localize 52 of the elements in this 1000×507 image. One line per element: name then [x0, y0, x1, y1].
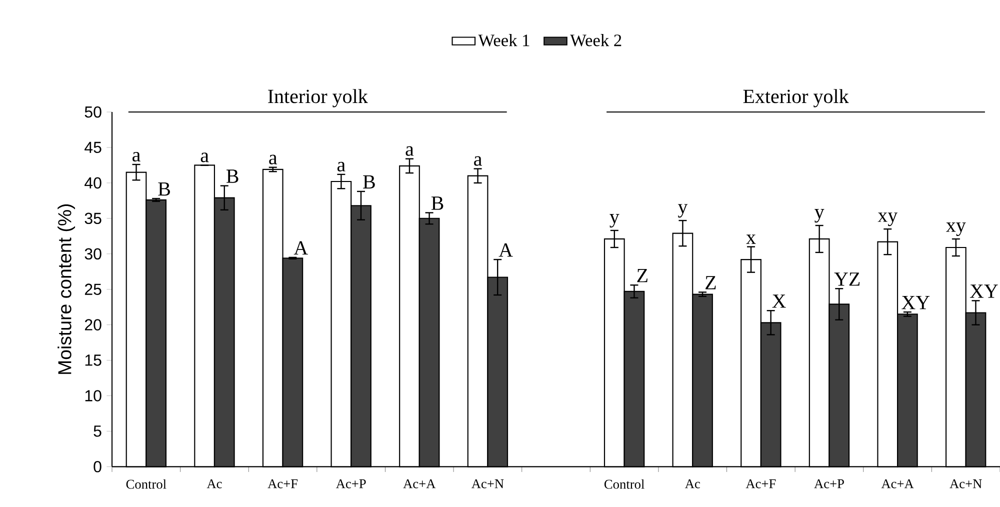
data-label: B	[226, 170, 238, 183]
data-label: A	[498, 243, 513, 257]
y-tick-label: 30	[84, 248, 102, 260]
data-label: XY	[902, 296, 930, 310]
data-label: YZ	[834, 272, 860, 286]
x-tick-label: Control	[604, 479, 644, 489]
data-label: x	[746, 234, 756, 244]
x-tick-label: Ac+A	[881, 479, 914, 488]
data-label: B	[158, 182, 170, 196]
y-tick-label: 0	[94, 460, 102, 472]
y-tick-label: 20	[84, 319, 102, 330]
data-label: a	[337, 162, 346, 172]
x-tick-label: Ac	[684, 479, 700, 488]
data-label: xy	[878, 212, 898, 226]
data-label: a	[132, 152, 140, 162]
x-tick-label: Ac+F	[746, 479, 776, 488]
data-label: XY	[970, 284, 998, 298]
y-tick-label: 35	[84, 212, 102, 224]
y-axis-title: Moisture content (%)	[58, 204, 76, 374]
legend-label: Week 2	[570, 34, 622, 46]
y-tick-label: 10	[85, 390, 102, 402]
y-tick-label: 40	[84, 177, 102, 189]
data-label: y	[610, 214, 620, 228]
data-label: B	[363, 175, 375, 189]
text: Exterior yolk	[743, 89, 849, 108]
legend-label: Week 1	[478, 34, 530, 46]
data-label: a	[200, 152, 209, 162]
x-tick-label: Ac+F	[268, 479, 298, 488]
data-label: y	[678, 204, 688, 218]
x-tick-label: Control	[126, 479, 166, 489]
data-label: Z	[706, 276, 716, 290]
data-label: a	[474, 156, 482, 166]
x-tick-label: Ac+P	[336, 479, 366, 488]
y-tick-label: 45	[84, 142, 102, 154]
text: Interior yolk	[268, 89, 368, 108]
data-label: y	[814, 209, 824, 223]
y-tick-label: 25	[84, 284, 102, 295]
x-tick-label: Ac+A	[403, 479, 436, 488]
data-label: xy	[946, 222, 966, 236]
x-tick-label: Ac	[206, 479, 222, 488]
y-tick-label: 15	[85, 354, 102, 366]
data-label: a	[406, 146, 414, 156]
x-tick-label: Ac+N	[950, 479, 982, 488]
data-label: a	[269, 154, 278, 164]
y-tick-label: 50	[84, 106, 102, 118]
x-tick-label: Ac+P	[814, 479, 844, 488]
y-tick-label: 5	[94, 426, 102, 437]
data-label: Z	[637, 269, 648, 282]
data-label: A	[294, 241, 308, 254]
data-label: X	[772, 294, 786, 308]
x-tick-label: Ac+N	[471, 479, 504, 488]
data-label: B	[431, 196, 444, 210]
